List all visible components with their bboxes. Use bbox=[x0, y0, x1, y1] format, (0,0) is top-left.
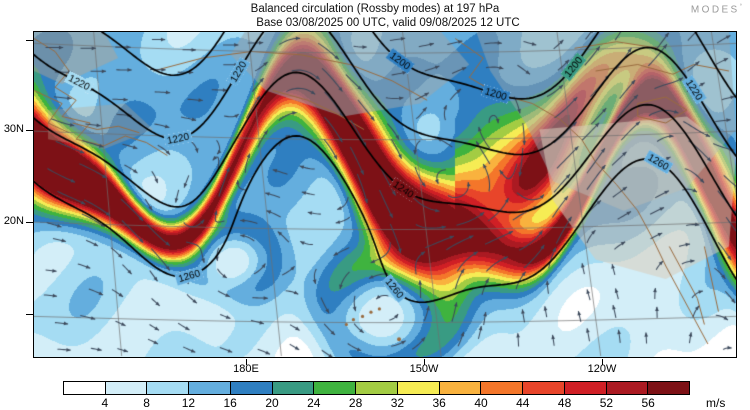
colorbar-swatch bbox=[481, 382, 524, 394]
colorbar-swatch bbox=[147, 382, 190, 394]
colorbar bbox=[63, 381, 690, 395]
lon-label: 180E bbox=[233, 363, 259, 375]
colorbar-tick-label: 40 bbox=[474, 396, 488, 410]
colorbar-swatch bbox=[606, 382, 649, 394]
colorbar-swatch bbox=[189, 382, 231, 394]
page-title: Balanced circulation (Rossby modes) at 1… bbox=[250, 3, 500, 15]
colorbar-tick-label: 32 bbox=[390, 396, 405, 410]
colorbar-tick-label: 36 bbox=[432, 396, 446, 410]
colorbar-tick-label: 8 bbox=[143, 396, 150, 410]
colorbar-swatch bbox=[439, 382, 482, 394]
colorbar-tick-label: 28 bbox=[348, 396, 363, 410]
lon-tick bbox=[246, 359, 247, 365]
colorbar-tick-label: 20 bbox=[265, 396, 279, 410]
colorbar-unit-label: m/s bbox=[706, 396, 726, 410]
colorbar-tick-label: 24 bbox=[307, 396, 321, 410]
lat-tick bbox=[26, 314, 33, 315]
lat-tick bbox=[26, 130, 33, 131]
lon-tick bbox=[424, 359, 425, 365]
lon-label: 120W bbox=[587, 363, 617, 375]
lat-label: 20N bbox=[3, 215, 24, 227]
colorbar-swatch bbox=[564, 382, 607, 394]
colorbar-swatch bbox=[105, 382, 148, 394]
brand-text: MODES bbox=[690, 4, 740, 16]
colorbar-swatch bbox=[230, 382, 273, 394]
colorbar-tick-label: 56 bbox=[641, 396, 655, 410]
colorbar-swatch bbox=[648, 382, 690, 394]
brand-mark: ° bbox=[739, 4, 742, 10]
colorbar-tick-label: 12 bbox=[181, 396, 196, 410]
lon-tick bbox=[602, 359, 603, 365]
chart-subtitle: Base 03/08/2025 00 UTC, valid 09/08/2025… bbox=[256, 17, 520, 29]
colorbar-swatch bbox=[356, 382, 398, 394]
weather-map[interactable] bbox=[33, 31, 737, 358]
colorbar-tick-label: 52 bbox=[599, 396, 614, 410]
colorbar-swatch bbox=[272, 382, 315, 394]
chart-title-block: Balanced circulation (Rossby modes) at 1… bbox=[0, 2, 750, 30]
lat-tick bbox=[26, 222, 33, 223]
map-plot-canvas bbox=[34, 32, 736, 357]
colorbar-tick-label: 48 bbox=[557, 396, 572, 410]
modes-logo: MODES° bbox=[691, 4, 742, 15]
colorbar-tick-label: 16 bbox=[223, 396, 237, 410]
colorbar-swatch bbox=[397, 382, 440, 394]
colorbar-tick-label: 44 bbox=[516, 396, 530, 410]
lat-tick bbox=[26, 40, 33, 41]
colorbar-swatch bbox=[314, 382, 357, 394]
lon-label: 150W bbox=[409, 363, 439, 375]
colorbar-tick-label: 4 bbox=[101, 396, 109, 410]
colorbar-swatch bbox=[64, 382, 106, 394]
lat-label: 30N bbox=[3, 123, 24, 135]
colorbar-swatch bbox=[523, 382, 565, 394]
